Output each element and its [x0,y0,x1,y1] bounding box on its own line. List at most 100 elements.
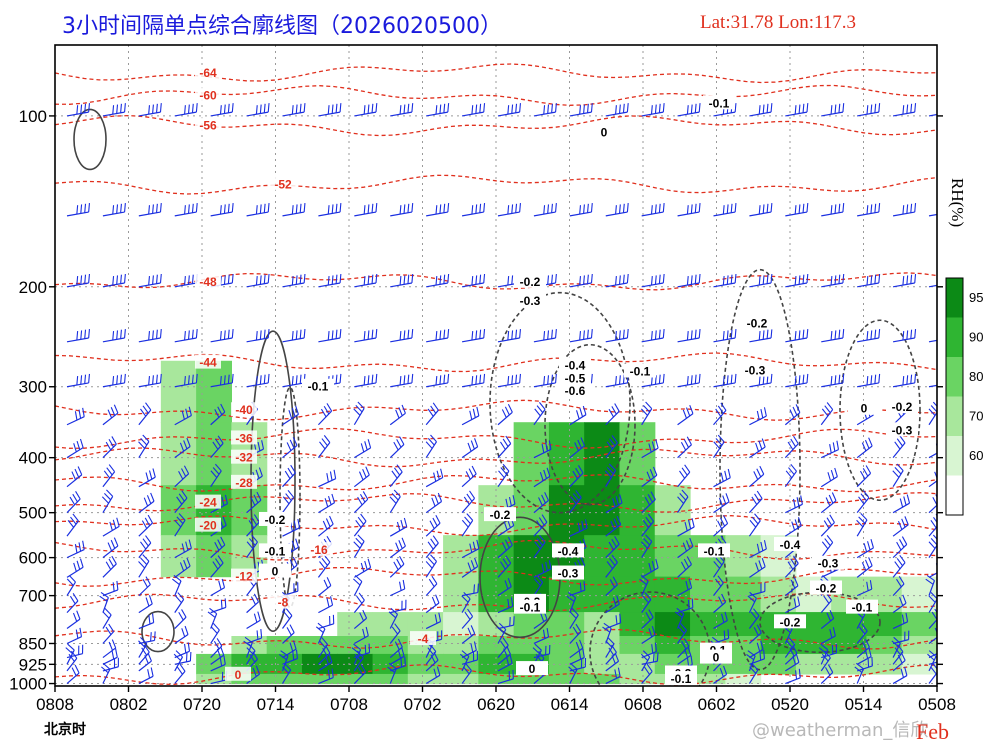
barb-feather [823,595,830,604]
barb-feather [467,562,472,572]
barb-shaft [605,502,623,514]
barb-shaft [282,382,305,388]
barb-feather [614,536,620,545]
wind-barb [533,373,557,388]
wind-barb [102,464,116,488]
barb-shaft [102,443,117,459]
barb-shaft [102,668,111,684]
barb-feather [447,373,450,383]
barb-feather [747,595,756,603]
barb-feather [299,374,302,384]
barb-feather [227,203,230,213]
wind-barb [354,373,378,388]
barb-feather [612,498,616,508]
wind-barb [497,654,513,672]
barb-feather [906,330,909,340]
omega-label: -0.5 [559,370,591,385]
barb-feather [838,274,841,284]
barb-feather [475,375,478,385]
barb-shaft [857,382,879,388]
barb-feather [687,520,692,530]
barb-feather [102,611,110,619]
wind-barb [174,103,198,117]
wind-barb [784,435,799,459]
barb-feather [746,653,755,661]
barb-feather [656,652,659,662]
x-tick-label: 0620 [477,695,515,714]
wind-barb [138,595,153,614]
barb-shaft [354,111,377,117]
barb-feather [756,490,763,499]
barb-shaft [174,211,197,217]
barb-feather [439,275,442,285]
barb-shaft [784,443,799,459]
barb-feather [103,470,111,479]
rh-cell [654,485,691,536]
barb-shaft [605,603,620,614]
barb-shaft [461,656,470,672]
omega-label-text: -0.4 [780,538,801,552]
wind-barb [892,652,906,672]
barb-feather [870,275,873,285]
barb-feather [538,497,543,506]
barb-shaft [425,674,441,685]
barb-feather [88,273,90,284]
barb-shaft [749,566,766,578]
barb-feather [788,467,795,475]
barb-shaft [461,670,472,684]
barb-shaft [426,211,448,217]
barb-feather [590,103,593,113]
omega-contour [73,108,107,171]
wind-barb [927,650,937,672]
wind-barb [713,402,727,426]
barb-feather [893,636,901,644]
rh-cell [443,576,479,613]
wind-barb [174,373,198,388]
omega-label-text: -0.1 [704,544,725,558]
barb-feather [323,435,331,443]
rh-cell [725,673,762,685]
barb-feather [577,522,581,532]
barb-feather [411,273,414,284]
barb-feather [548,560,552,570]
wind-barb [246,373,270,388]
barb-feather [75,491,81,500]
barb-feather [860,513,868,521]
barb-feather [267,273,270,284]
chart-title: 3小时间隔单点综合廓线图（2026020500） [62,14,502,39]
wind-barb [138,535,152,558]
wind-barb [282,103,306,117]
barb-shaft [677,563,692,578]
barb-feather [651,441,656,451]
wind-barb [820,650,831,672]
barb-feather [255,276,258,286]
omega-contour [489,291,631,514]
barb-shaft [928,213,937,217]
barb-feather [572,626,579,635]
barb-feather [682,542,687,552]
barb-feather [899,554,906,563]
barb-feather [900,668,905,678]
omega-label-bg [559,370,591,385]
barb-feather [698,203,701,213]
barb-feather [826,612,832,622]
barb-feather [761,438,766,448]
wind-barb [749,465,765,488]
wind-barb [461,650,479,665]
barb-feather [148,595,153,605]
barb-shaft [318,661,333,672]
barb-feather [548,440,552,450]
barb-shaft [390,111,413,117]
barb-feather [178,493,185,502]
barb-feather [838,374,841,384]
barb-feather [411,203,414,213]
barb-feather [88,203,90,213]
barb-shaft [102,211,125,217]
barb-feather [148,105,151,115]
barb-feather [399,205,402,215]
temperature-contour [55,447,937,468]
barb-feather [102,662,111,670]
omega-label-bg [700,649,732,664]
barb-shaft [892,543,908,559]
wind-barb [928,494,937,514]
